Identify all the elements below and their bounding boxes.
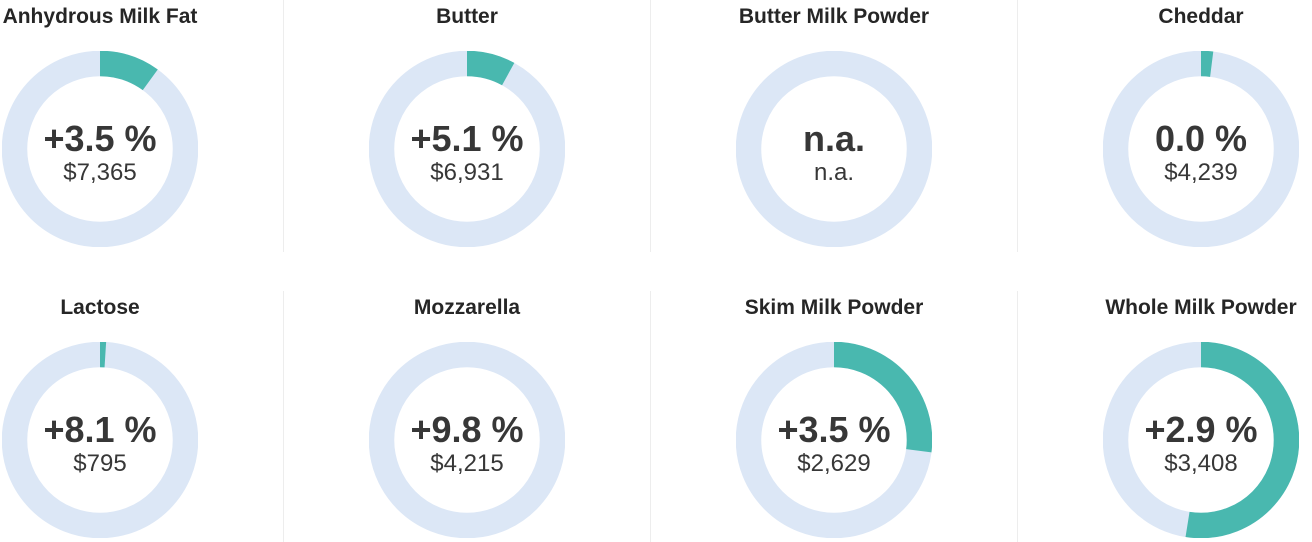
donut-gauge: +3.5 % $2,629 <box>736 342 932 538</box>
gauge-title: Butter <box>436 5 498 28</box>
donut-arc <box>2 342 198 538</box>
donut-arc <box>736 342 932 538</box>
gauge-title: Butter Milk Powder <box>738 5 930 28</box>
donut-gauge: 0.0 % $4,239 <box>1103 51 1299 247</box>
donut-arc <box>1103 51 1299 247</box>
gauge-card-cheddar: Cheddar 0.0 % $4,239 <box>1018 0 1312 252</box>
gauge-card-whole-milk-powder: Whole Milk Powder +2.9 % $3,408 <box>1018 291 1312 542</box>
donut-ring-chart <box>2 51 198 247</box>
donut-gauge: +3.5 % $7,365 <box>2 51 198 247</box>
donut-ring-chart <box>1103 342 1299 538</box>
gauge-card-skim-milk-powder: Skim Milk Powder +3.5 % $2,629 <box>651 291 1018 542</box>
gauge-card-butter-milk-powder: Butter Milk Powder n.a. n.a. <box>651 0 1018 252</box>
donut-track <box>369 342 565 538</box>
donut-track <box>736 51 932 247</box>
donut-ring-chart <box>369 342 565 538</box>
gauge-card-anhydrous-milk-fat: Anhydrous Milk Fat +3.5 % $7,365 <box>0 0 284 252</box>
donut-track <box>2 51 198 247</box>
donut-arc <box>369 51 565 247</box>
donut-ring-chart <box>369 51 565 247</box>
donut-gauge: +5.1 % $6,931 <box>369 51 565 247</box>
donut-ring-chart <box>2 342 198 538</box>
gauge-card-butter: Butter +5.1 % $6,931 <box>284 0 651 252</box>
donut-ring-chart <box>1103 51 1299 247</box>
donut-gauge: +2.9 % $3,408 <box>1103 342 1299 538</box>
donut-arc <box>2 51 198 247</box>
gauge-title: Lactose <box>60 296 140 319</box>
gauge-row-1: Anhydrous Milk Fat +3.5 % $7,365 Butter <box>0 0 1312 252</box>
donut-track <box>1103 51 1299 247</box>
gauge-title: Skim Milk Powder <box>744 296 924 319</box>
donut-arc <box>1103 342 1299 538</box>
donut-gauge: +9.8 % $4,215 <box>369 342 565 538</box>
donut-gauge: n.a. n.a. <box>736 51 932 247</box>
donut-track <box>369 51 565 247</box>
gauge-card-mozzarella: Mozzarella +9.8 % $4,215 <box>284 291 651 542</box>
gauge-row-2: Lactose +8.1 % $795 Mozzarella <box>0 291 1312 542</box>
gauge-title: Anhydrous Milk Fat <box>2 5 198 28</box>
gauge-title: Whole Milk Powder <box>1105 296 1297 319</box>
gauge-title: Mozzarella <box>413 296 521 319</box>
gauge-title: Cheddar <box>1158 5 1244 28</box>
donut-ring-chart <box>736 342 932 538</box>
gauge-card-lactose: Lactose +8.1 % $795 <box>0 291 284 542</box>
donut-track <box>2 342 198 538</box>
donut-gauge: +8.1 % $795 <box>2 342 198 538</box>
donut-ring-chart <box>736 51 932 247</box>
